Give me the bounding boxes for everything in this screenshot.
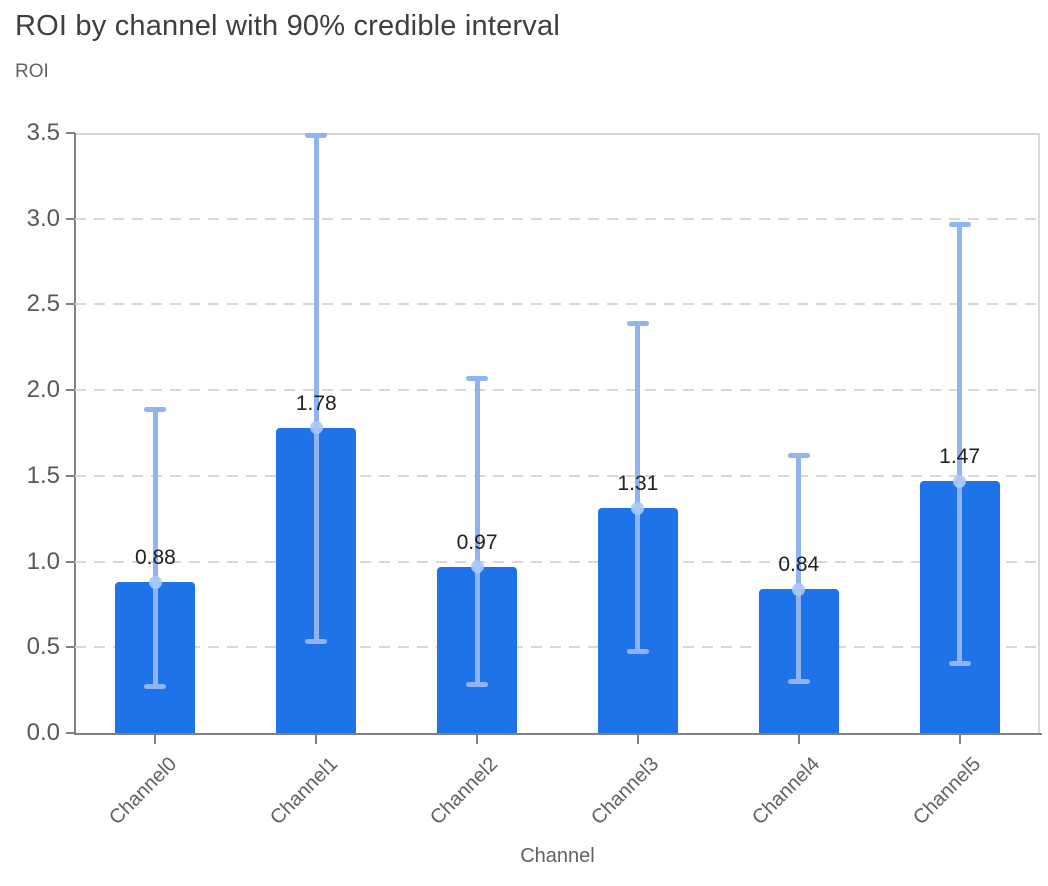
y-tick-label: 1.5: [26, 461, 60, 489]
y-tick-label: 2.5: [26, 290, 60, 318]
y-axis-line: [74, 133, 76, 733]
x-tick-label: Channel5: [909, 753, 986, 830]
error-bar-cap-top: [305, 132, 328, 138]
bar-value-label: 1.47: [939, 445, 981, 468]
y-gridline: [75, 389, 1040, 392]
mean-marker: [148, 575, 162, 589]
error-bar-cap-top: [948, 221, 971, 227]
error-bar-line: [635, 323, 641, 653]
x-axis-tick: [315, 735, 318, 744]
y-tick-label: 2.0: [26, 376, 60, 404]
y-axis-tick: [66, 389, 75, 392]
x-tick-label: Channel2: [426, 753, 503, 830]
y-gridline: [75, 303, 1040, 306]
x-tick-label: Channel4: [748, 753, 825, 830]
error-bar-cap-top: [626, 321, 649, 327]
error-bar-cap-bottom: [466, 682, 489, 687]
y-axis-tick: [66, 646, 75, 649]
mean-marker: [470, 560, 484, 574]
x-axis-tick: [154, 735, 157, 744]
y-axis-tick: [66, 560, 75, 563]
error-bar-line: [474, 378, 480, 685]
x-axis-line: [74, 733, 1042, 735]
y-axis-tick: [66, 217, 75, 220]
error-bar-cap-bottom: [305, 639, 328, 645]
plot-area: [75, 133, 1040, 733]
bar-value-label: 1.31: [617, 472, 659, 496]
y-gridline: [75, 217, 1040, 220]
error-bar-cap-bottom: [787, 678, 810, 684]
error-bar-line: [313, 134, 319, 643]
error-bar-line: [796, 455, 802, 682]
x-axis-tick: [797, 735, 800, 744]
x-tick-label: Channel0: [104, 753, 181, 830]
chart-title: ROI by channel with 90% credible interva…: [15, 10, 560, 42]
y-gridline: [75, 560, 1040, 563]
error-bar-cap-bottom: [948, 661, 971, 667]
y-axis-title: ROI: [15, 61, 49, 82]
x-tick-label: Channel3: [587, 753, 664, 830]
y-axis-tick: [66, 132, 75, 134]
x-tick-label: Channel1: [265, 753, 342, 830]
x-axis-tick: [958, 735, 961, 744]
bar-value-label: 1.78: [295, 391, 337, 415]
y-axis-tick: [66, 303, 75, 306]
bar-value-label: 0.97: [456, 530, 498, 554]
y-tick-label: 0.0: [26, 719, 60, 746]
y-tick-label: 3.0: [26, 204, 60, 232]
mean-marker: [631, 501, 645, 515]
bar-value-label: 0.88: [134, 546, 176, 570]
y-gridline: [75, 474, 1040, 477]
y-tick-label: 3.5: [26, 119, 60, 146]
mean-marker: [792, 582, 806, 596]
error-bar-cap-top: [787, 453, 810, 459]
error-bar-cap-bottom: [626, 649, 649, 655]
error-bar-cap-top: [466, 376, 489, 382]
error-bar-line: [152, 409, 158, 687]
x-axis-title: Channel: [520, 845, 595, 867]
y-axis-tick: [66, 732, 75, 734]
y-gridline: [75, 646, 1040, 649]
error-bar-cap-bottom: [144, 683, 167, 689]
x-axis-tick: [636, 735, 639, 744]
y-tick-label: 0.5: [26, 633, 60, 661]
error-bar-cap-top: [144, 407, 167, 412]
y-tick-label: 1.0: [26, 547, 60, 575]
x-axis-tick: [476, 735, 479, 744]
mean-marker: [953, 474, 967, 488]
bar-value-label: 0.84: [778, 553, 820, 576]
mean-marker: [309, 421, 323, 435]
y-axis-tick: [66, 474, 75, 477]
error-bar-line: [957, 223, 963, 665]
